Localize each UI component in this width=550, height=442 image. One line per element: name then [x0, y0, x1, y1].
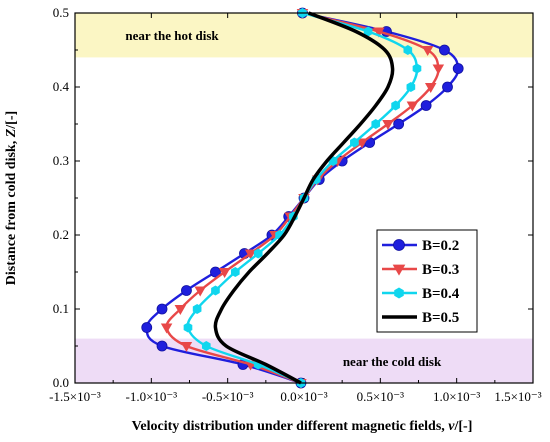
series-0-point-4	[156, 303, 168, 315]
series-0-point-3	[141, 322, 153, 333]
x-tick-label-1: -1.0×10⁻³	[125, 389, 177, 404]
y-tick-label-2: 0.2	[53, 227, 69, 242]
series-2-point-14	[371, 119, 381, 129]
region-labels: near the hot disk near the cold disk	[125, 28, 442, 369]
legend-swatch-marker-1	[392, 264, 406, 276]
series-0-point-14	[393, 118, 405, 130]
series-1-point-16	[424, 83, 437, 93]
region-band-0	[75, 13, 533, 58]
x-axis-title: Velocity distribution under different ma…	[132, 419, 473, 434]
y-axis-title-unit: /[-]	[4, 111, 19, 130]
x-tick-label-3: 0.0×10⁻³	[280, 389, 327, 404]
series-3	[213, 11, 395, 385]
region-label-1: near the cold disk	[343, 354, 442, 369]
series-0-point-6	[210, 266, 221, 278]
series-1-point-5	[194, 286, 206, 297]
series-1-point-15	[406, 101, 419, 112]
series-2-point-3	[183, 322, 193, 333]
series-1-point-7	[244, 249, 257, 260]
series-2-point-19	[363, 26, 373, 37]
y-tick-label-0: 0.0	[53, 375, 69, 390]
y-tick-label-5: 0.5	[53, 5, 69, 20]
series-2-point-17	[412, 63, 422, 74]
series-line-3	[213, 11, 395, 385]
series-1-point-19	[373, 27, 385, 38]
x-axis-title-unit: /[-]	[454, 419, 473, 434]
y-tick-label-1: 0.1	[53, 301, 69, 316]
legend: B=0.2 B=0.3 B=0.4 B=0.5	[376, 229, 478, 333]
region-label-0: near the hot disk	[125, 28, 219, 43]
x-tick-label-4: 0.5×10⁻³	[357, 389, 404, 404]
x-axis-title-variable: v	[448, 419, 455, 434]
legend-label-1: B=0.3	[422, 262, 459, 278]
series-2-point-18	[403, 45, 413, 55]
series-2-point-2	[201, 341, 211, 351]
legend-swatch-marker-0	[393, 239, 405, 251]
shaded-regions	[75, 13, 533, 383]
x-tick-label-0: -1.5×10⁻³	[49, 389, 101, 404]
series-1-point-3	[160, 323, 173, 334]
series-0-point-15	[420, 100, 432, 111]
series-2-point-5	[211, 285, 220, 296]
series-1-point-14	[382, 120, 394, 130]
x-tick-label-2: -0.5×10⁻³	[202, 389, 254, 404]
plot-frame	[74, 12, 534, 384]
series-0-point-17	[452, 63, 464, 74]
y-tick-label-4: 0.4	[53, 79, 70, 94]
series-2-point-16	[406, 82, 416, 92]
x-tick-label-5: 1.0×10⁻³	[433, 389, 480, 404]
region-band-1	[75, 338, 533, 383]
legend-label-0: B=0.2	[422, 238, 459, 254]
series-1-point-2	[180, 342, 193, 352]
x-tick-label-6: 1.5×10⁻³	[494, 389, 541, 404]
series-0-point-16	[442, 81, 453, 93]
series-1-point-4	[174, 305, 187, 315]
series-0-point-2	[156, 340, 168, 352]
tick-labels: -1.5×10⁻³ -1.0×10⁻³ -0.5×10⁻³ 0.0×10⁻³ 0.5×1…	[49, 5, 542, 404]
y-axis-title: Distance from cold disk, Z/[-]	[4, 111, 19, 285]
y-tick-label-3: 0.3	[53, 153, 69, 168]
series-1-point-17	[432, 64, 445, 75]
series-1-point-13	[356, 138, 368, 149]
series-2-point-15	[391, 100, 400, 111]
legend-swatch-marker-2	[394, 287, 404, 299]
legend-label-2: B=0.4	[422, 286, 460, 302]
series-2-point-7	[253, 248, 263, 259]
legend-label-3: B=0.5	[422, 310, 459, 326]
series-0-point-5	[181, 285, 192, 296]
series-layer	[141, 7, 464, 389]
series-2-point-4	[192, 304, 202, 314]
series-1-point-6	[218, 268, 231, 278]
series-1-point-18	[421, 46, 434, 56]
y-axis-title-text: Distance from cold disk,	[4, 137, 19, 285]
series-2-point-6	[230, 267, 240, 277]
legend-box	[376, 229, 478, 333]
y-axis-title-variable: Z	[4, 128, 19, 138]
series-0-point-18	[439, 44, 450, 56]
series-2-point-13	[350, 137, 359, 148]
x-axis-title-text: Velocity distribution under different ma…	[132, 419, 449, 434]
